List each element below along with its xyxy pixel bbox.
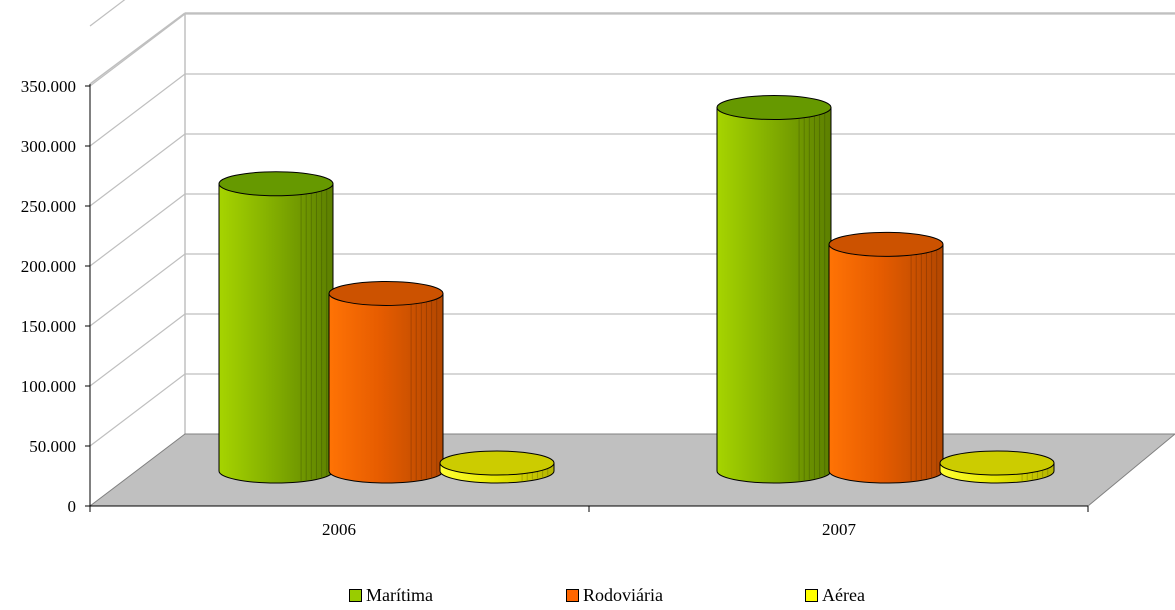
gridline-side <box>89 13 186 87</box>
y-tick-label: 350.000 <box>21 77 76 96</box>
gridline-side <box>89 133 186 207</box>
cylinder-top <box>828 231 944 257</box>
legend-item-aerea: Aérea <box>805 585 865 606</box>
gridline-side <box>89 253 186 327</box>
bar-rodoviaria-2007 <box>828 231 944 484</box>
bar-aerea-2007 <box>939 450 1055 484</box>
y-tick-label: 50.000 <box>29 437 76 456</box>
bar-maritima-2006 <box>218 171 334 484</box>
bars <box>218 95 1055 484</box>
y-tick-label: 300.000 <box>21 137 76 156</box>
legend-swatch-aerea <box>805 589 818 602</box>
legend-item-rodoviaria: Rodoviária <box>566 585 663 606</box>
y-tick-label: 0 <box>68 497 77 516</box>
gridline-side <box>89 0 126 27</box>
bar-rodoviaria-2006 <box>328 280 444 484</box>
cylinder-top <box>939 450 1055 476</box>
gridline-side <box>89 73 186 147</box>
legend-swatch-maritima <box>349 589 362 602</box>
gridline-side <box>89 373 186 447</box>
legend-item-maritima: Marítima <box>349 585 433 606</box>
y-tick-label: 200.000 <box>21 257 76 276</box>
x-tick-label: 2007 <box>822 520 857 539</box>
side-wall-top <box>89 12 186 85</box>
y-axis: 0 50.000 100.000 150.000 200.000 250.000 300.0… <box>21 77 91 516</box>
cylinder-top <box>439 450 555 476</box>
bar-maritima-2007 <box>716 95 832 484</box>
cylinder-body <box>828 243 944 484</box>
cylinder-top <box>716 95 832 121</box>
x-axis: 2006 2007 <box>89 505 1089 539</box>
gridline-side <box>89 193 186 267</box>
legend-label-maritima: Marítima <box>366 585 433 605</box>
cylinder-body <box>218 183 334 484</box>
legend-swatch-rodoviaria <box>566 589 579 602</box>
cylinder-top <box>218 171 334 197</box>
gridline-side <box>89 313 186 387</box>
y-tick-label: 150.000 <box>21 317 76 336</box>
cylinder-top <box>328 280 444 306</box>
y-tick-label: 250.000 <box>21 197 76 216</box>
legend: Marítima Rodoviária Aérea <box>0 585 1175 610</box>
bar-aerea-2006 <box>439 450 555 484</box>
cylinder-body <box>328 292 444 484</box>
legend-label-rodoviaria: Rodoviária <box>583 585 663 605</box>
y-tick-label: 100.000 <box>21 377 76 396</box>
chart: 0 50.000 100.000 150.000 200.000 250.000 300.0… <box>21 0 1175 539</box>
legend-label-aerea: Aérea <box>822 585 865 605</box>
cylinder-body <box>716 107 832 484</box>
x-tick-label: 2006 <box>322 520 356 539</box>
